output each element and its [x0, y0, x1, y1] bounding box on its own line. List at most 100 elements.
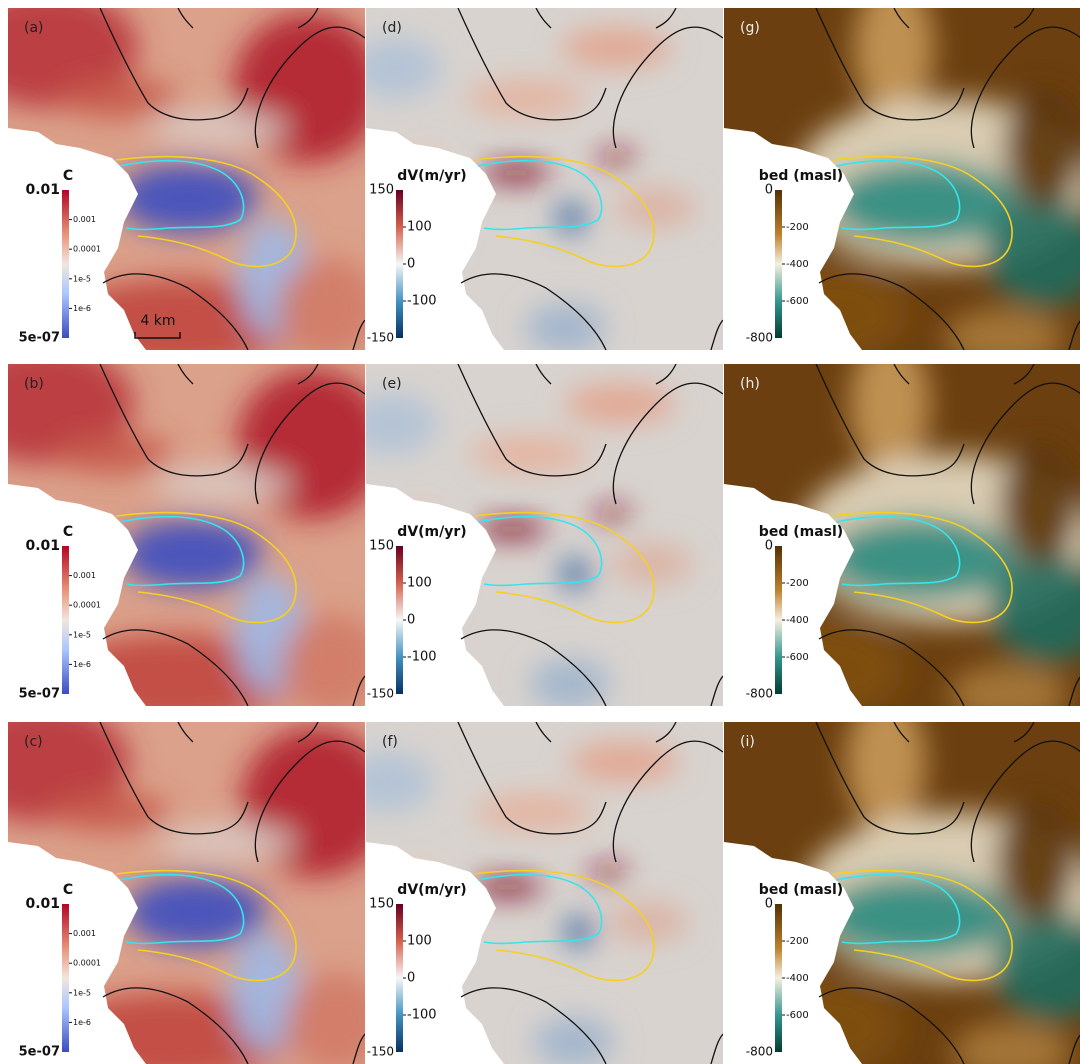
colorbar-top-label: 0: [765, 539, 773, 554]
colorbar-tick-label: -400: [786, 615, 809, 626]
map-panel: (g)bed (masl)0-800-200-400-600: [724, 0, 1080, 368]
colorbar-title: dV(m/yr): [397, 524, 466, 540]
colorbar: [396, 546, 403, 694]
colorbar-tick-label: -200: [786, 578, 809, 589]
colorbar-tick-label: 1e-6: [73, 660, 91, 669]
colorbar-tick-label: 0.001: [73, 929, 96, 938]
colorbar-top-label: 150: [369, 183, 394, 198]
scale-bar-label: 4 km: [140, 313, 175, 329]
colorbar-tick-label: 0: [407, 613, 415, 628]
colorbar-tick-label: -100: [407, 294, 437, 309]
texture-blob: [466, 80, 586, 116]
texture-blob: [559, 558, 591, 590]
colorbar-title: C: [63, 524, 73, 540]
texture-blob: [470, 436, 590, 472]
colorbar-tick-label: 0.0001: [73, 245, 101, 254]
colorbar-tick-label: -400: [786, 259, 809, 270]
panel-label: (a): [24, 20, 44, 36]
map-panel: (i)bed (masl)0-800-200-400-600: [724, 692, 1080, 1064]
colorbar-title: C: [63, 882, 73, 898]
map-panel: (h)bed (masl)0-800-200-400-600: [724, 334, 1080, 724]
colorbar-tick-label: -100: [407, 1008, 437, 1023]
texture-blob: [118, 163, 258, 233]
texture-blob: [555, 202, 587, 234]
colorbar-tick-label: 0: [407, 971, 415, 986]
colorbar-bottom-label: -800: [746, 687, 773, 701]
colorbar-top-label: 150: [369, 539, 394, 554]
colorbar-tick-label: 1e-5: [73, 274, 91, 283]
texture-blob: [948, 664, 1068, 724]
colorbar-top-label: 0.01: [25, 182, 60, 198]
texture-blob: [846, 692, 926, 832]
texture-blob: [526, 303, 606, 353]
panel-label: (b): [24, 376, 44, 392]
colorbar-top-label: 0: [765, 897, 773, 912]
colorbar-bottom-label: 5e-07: [19, 331, 60, 346]
colorbar-tick-label: -600: [786, 1010, 809, 1021]
texture-blob: [608, 902, 688, 942]
colorbar-tick-label: 0.0001: [73, 959, 101, 968]
panel-label: (h): [740, 376, 760, 392]
colorbar-bottom-label: 5e-07: [19, 687, 60, 702]
colorbar-tick-label: 1e-6: [73, 304, 91, 313]
texture-blob: [944, 308, 1064, 368]
colorbar-bottom-label: 5e-07: [19, 1045, 60, 1060]
colorbar: [775, 546, 782, 694]
texture-blob: [850, 334, 930, 474]
map-field: [0, 344, 387, 724]
colorbar-tick-label: -200: [786, 936, 809, 947]
colorbar-bottom-label: -800: [746, 331, 773, 345]
colorbar-tick-label: 1e-5: [73, 988, 91, 997]
map-panel: (d)dV(m/yr)150-1501000-100: [351, 8, 723, 353]
texture-blob: [54, 434, 174, 474]
panel-label: (c): [24, 734, 43, 750]
colorbar-tick-label: 1e-6: [73, 1018, 91, 1027]
texture-blob: [569, 742, 679, 782]
colorbar: [775, 904, 782, 1052]
panel-label: (d): [382, 20, 402, 36]
texture-blob: [592, 506, 632, 522]
figure: (a)C0.015e-070.0010.00011e-51e-64 km(b)C…: [0, 0, 1080, 1064]
colorbar-title: dV(m/yr): [397, 168, 466, 184]
texture-blob: [563, 916, 595, 948]
texture-blob: [616, 188, 696, 228]
colorbar: [396, 190, 403, 338]
colorbar-top-label: 0.01: [25, 896, 60, 912]
colorbar: [396, 904, 403, 1052]
panel-label: (i): [740, 734, 755, 750]
colorbar-tick-label: 0.001: [73, 215, 96, 224]
colorbar-title: dV(m/yr): [397, 882, 466, 898]
texture-blob: [152, 466, 292, 502]
colorbar: [775, 190, 782, 338]
colorbar-bottom-label: -150: [367, 331, 394, 345]
texture-blob: [565, 384, 675, 424]
panel-label: (g): [740, 20, 760, 36]
texture-blob: [561, 28, 671, 68]
texture-blob: [122, 519, 262, 589]
texture-blob: [996, 802, 1076, 922]
texture-blob: [474, 794, 594, 830]
map-field: [0, 702, 391, 1064]
colorbar: [62, 546, 69, 694]
colorbar-tick-label: 100: [407, 934, 432, 949]
colorbar-title: C: [63, 168, 73, 184]
texture-blob: [481, 163, 551, 183]
texture-blob: [825, 517, 1015, 601]
colorbar-bottom-label: -800: [746, 1045, 773, 1059]
texture-blob: [596, 150, 636, 166]
colorbar-tick-label: -200: [786, 222, 809, 233]
map-panel: (c) C0.01 5e-07 0.001 0.0001 1e-5 1e-6: [0, 702, 391, 1064]
colorbar-bottom-label: -150: [367, 1045, 394, 1059]
colorbar-top-label: 150: [369, 897, 394, 912]
colorbar: [62, 190, 69, 338]
texture-blob: [1000, 444, 1080, 564]
colorbar: [62, 904, 69, 1052]
texture-blob: [50, 792, 170, 832]
colorbar-top-label: 0.01: [25, 538, 60, 554]
texture-blob: [530, 659, 610, 709]
colorbar-tick-label: -600: [786, 296, 809, 307]
colorbar-tick-label: 1e-5: [73, 630, 91, 639]
colorbar-tick-label: 0: [407, 257, 415, 272]
